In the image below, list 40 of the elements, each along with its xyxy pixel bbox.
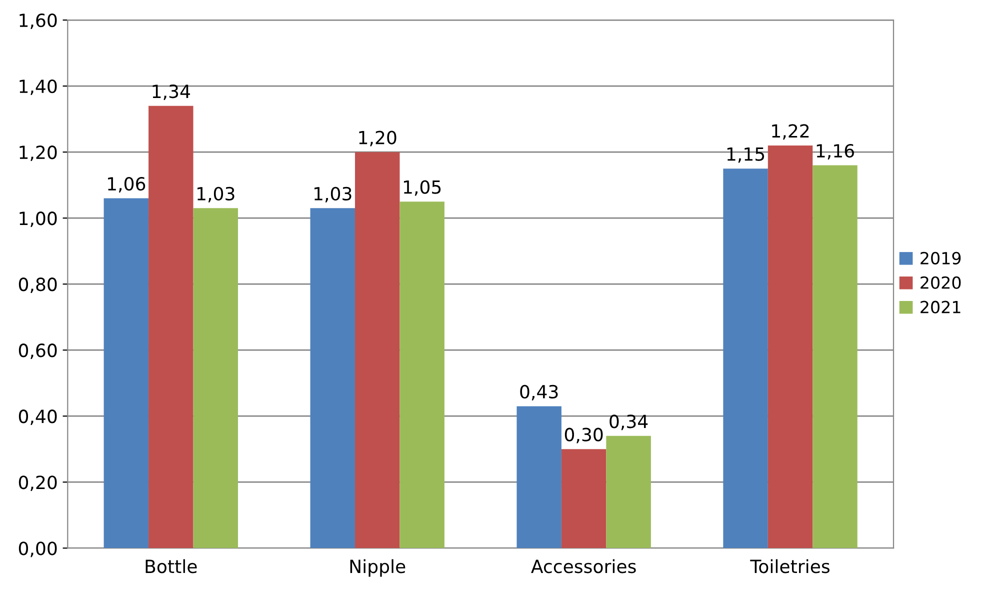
- legend-label: 2021: [920, 300, 960, 314]
- bar: [104, 198, 149, 548]
- bar: [516, 406, 562, 548]
- data-label: 1,34: [152, 84, 190, 100]
- y-tick-label: 0,20: [18, 476, 57, 492]
- legend-label: 2019: [920, 252, 961, 264]
- data-label: 0,30: [564, 428, 603, 444]
- bar: [723, 168, 768, 548]
- y-tick-label: 0,40: [18, 410, 57, 426]
- data-label: 1,15: [727, 147, 764, 163]
- data-label: 1,16: [816, 144, 854, 160]
- data-label: 1,03: [314, 186, 352, 202]
- bar: [193, 208, 238, 548]
- y-tick-label: 1,00: [20, 212, 57, 228]
- x-tick-label: Nipple: [350, 559, 406, 577]
- data-label: 1,22: [772, 124, 809, 140]
- bar: [812, 165, 858, 548]
- bar: [400, 202, 444, 548]
- data-label: 0,34: [610, 414, 648, 430]
- data-label: 1,20: [359, 130, 396, 146]
- x-tick-label: Accessories: [531, 559, 636, 574]
- y-tick-label: 1,20: [20, 146, 57, 162]
- y-tick-label: 0,80: [18, 278, 57, 294]
- data-label: 1,03: [198, 186, 234, 202]
- x-tick-label: Toiletries: [750, 559, 830, 574]
- y-tick-label: 1,60: [20, 14, 57, 30]
- legend-label: 2020: [920, 276, 961, 289]
- bar: [148, 106, 194, 548]
- bar: [354, 152, 400, 548]
- bar: [310, 208, 355, 548]
- data-label: 1,05: [404, 180, 441, 196]
- data-label: 0,43: [520, 384, 558, 400]
- bar: [606, 436, 651, 548]
- data-label: 1,06: [108, 176, 146, 192]
- y-tick-label: 0,60: [18, 344, 57, 360]
- x-tick-label: Bottle: [146, 559, 197, 574]
- bar: [768, 145, 813, 548]
- bar: [561, 449, 606, 548]
- y-tick-label: 0,00: [18, 542, 57, 558]
- y-tick-label: 1,40: [20, 80, 57, 96]
